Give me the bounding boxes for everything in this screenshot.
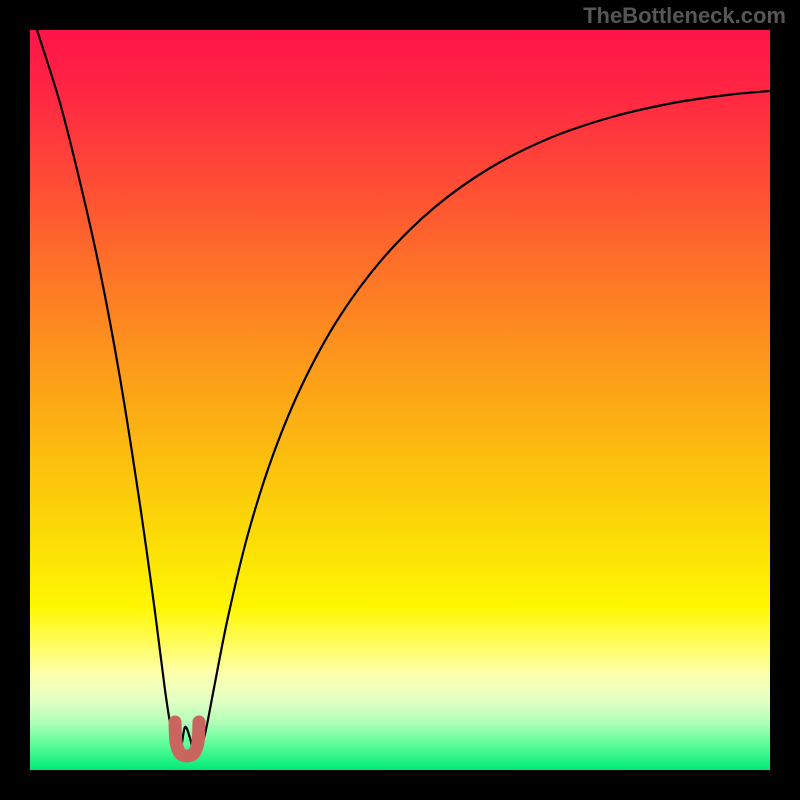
plot-background xyxy=(30,30,770,770)
chart-container: TheBottleneck.com xyxy=(0,0,800,800)
chart-svg xyxy=(0,0,800,800)
watermark-label: TheBottleneck.com xyxy=(583,3,786,29)
